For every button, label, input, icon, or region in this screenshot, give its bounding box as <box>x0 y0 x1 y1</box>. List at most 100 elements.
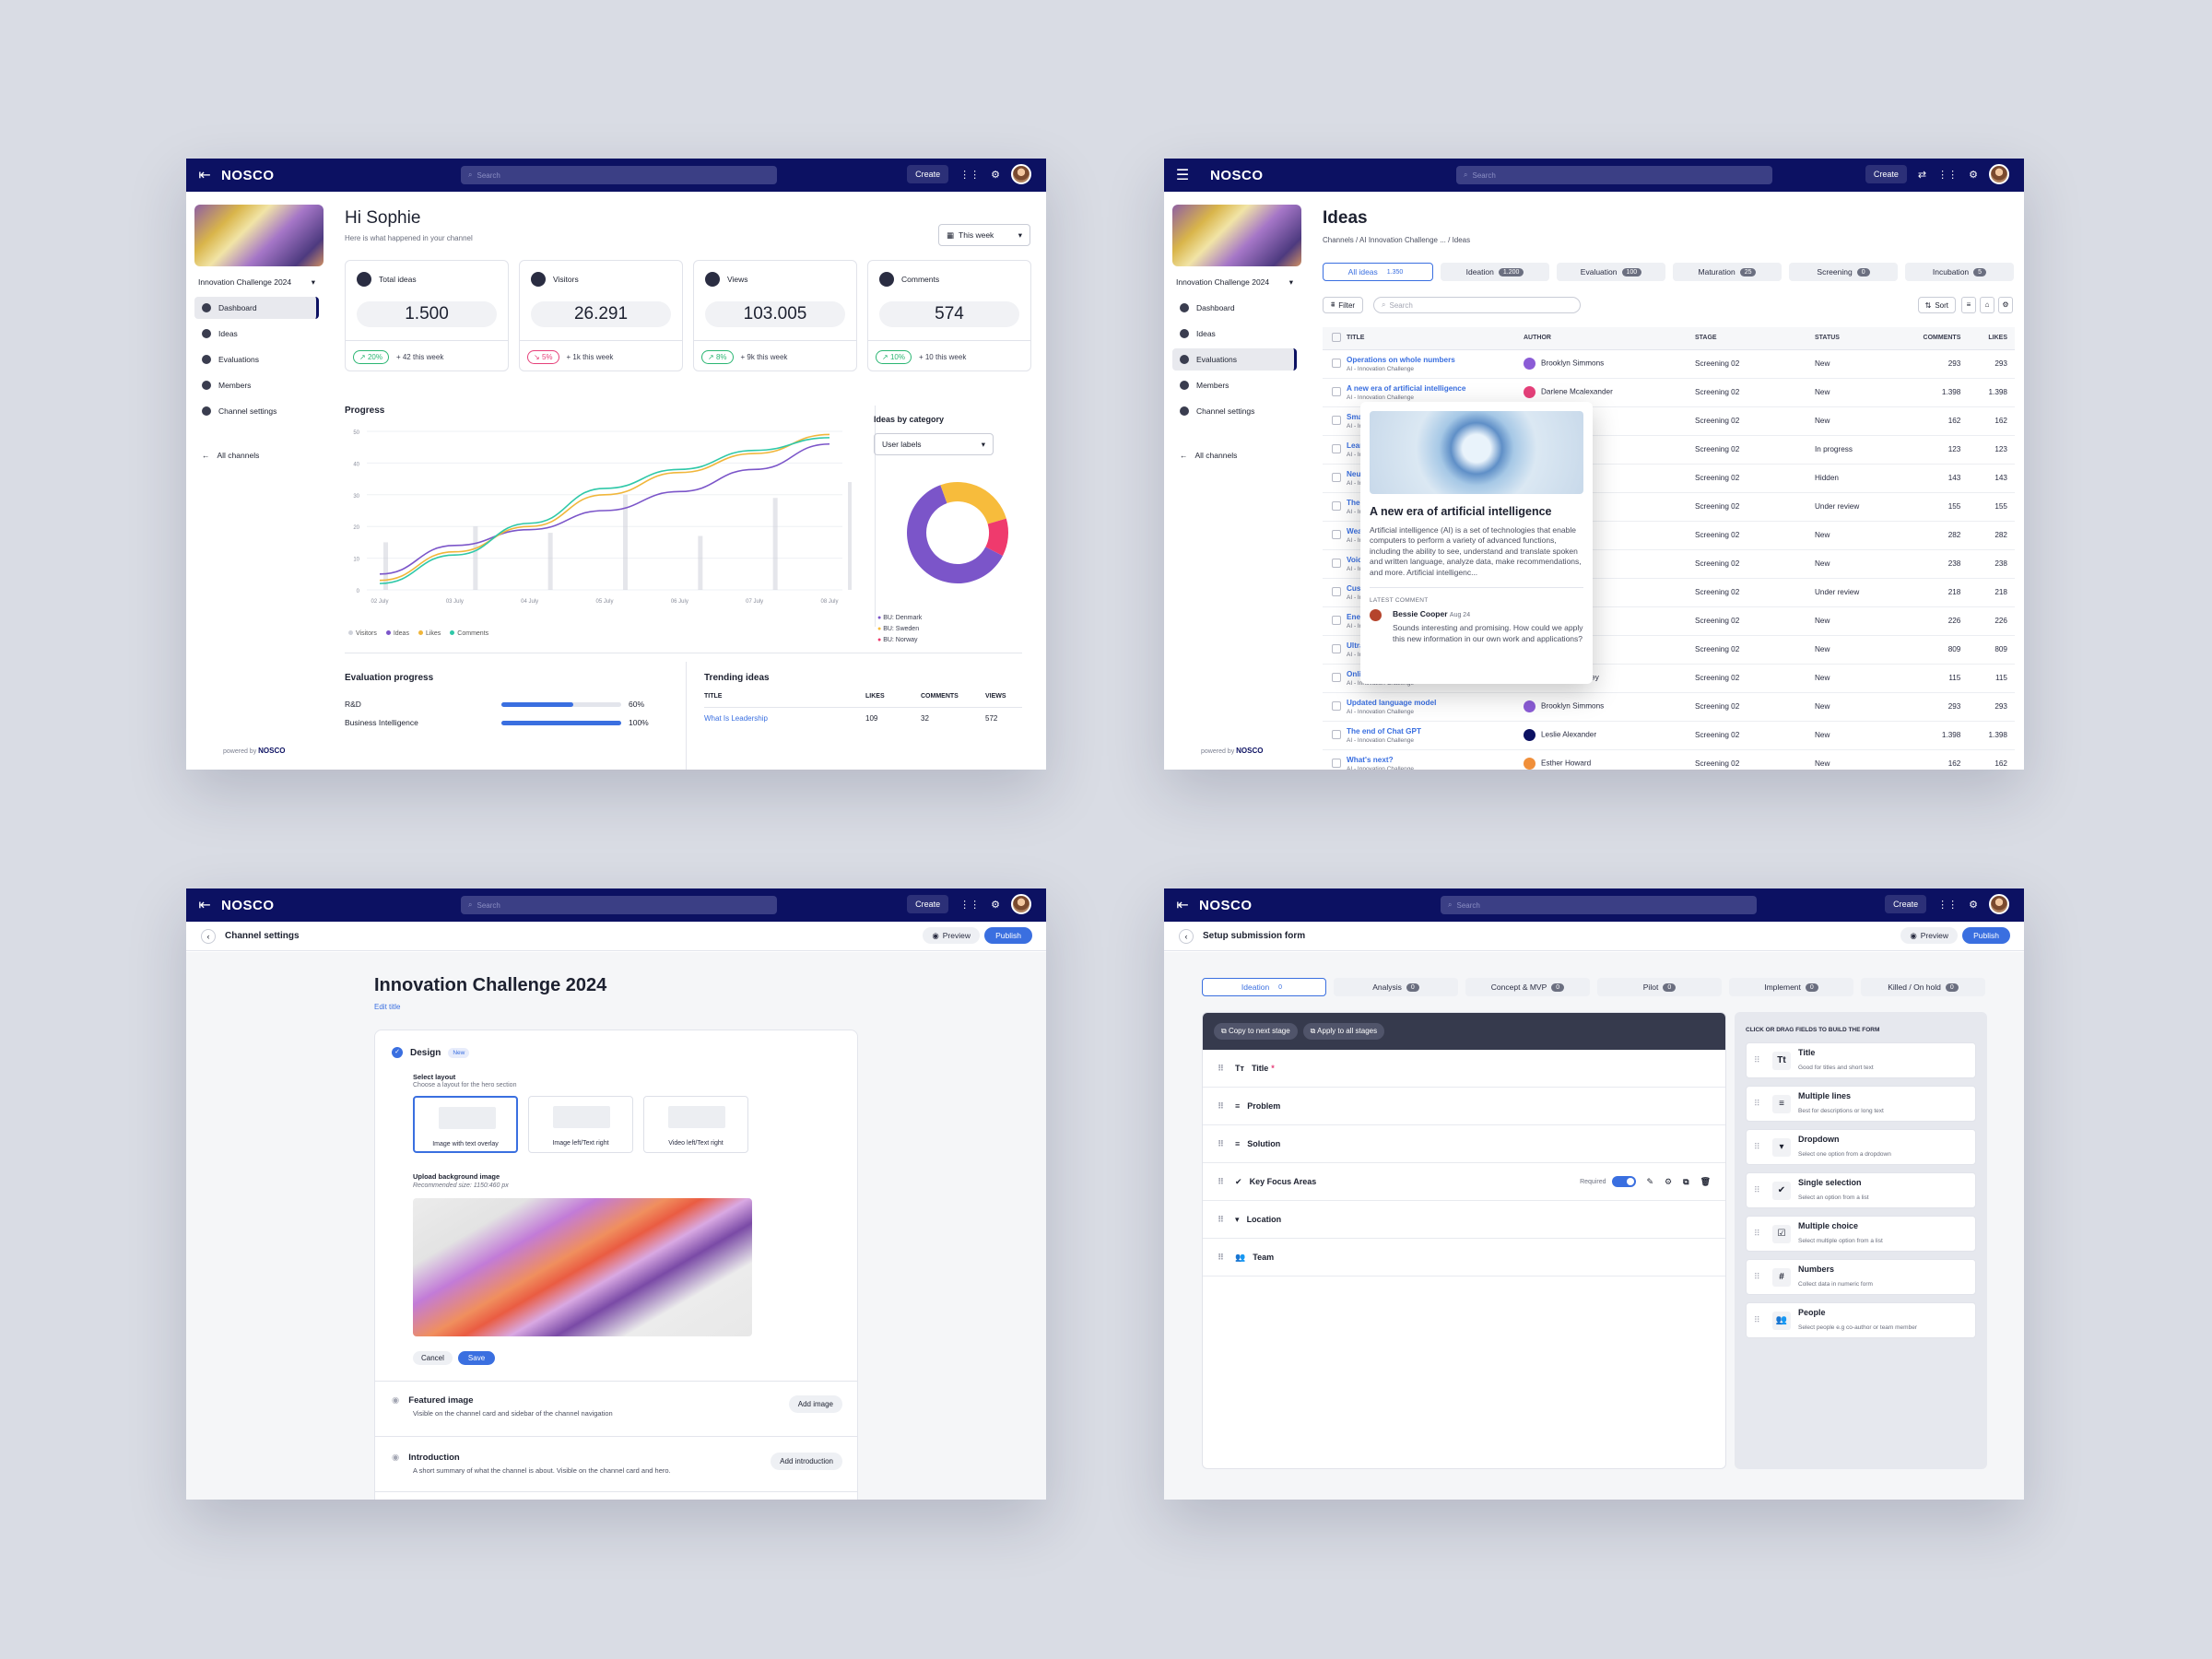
search-input[interactable]: ⌕ Search <box>461 166 777 184</box>
channel-selector[interactable]: Innovation Challenge 2024 ▾ <box>1176 277 1293 287</box>
palette-field-multiple-choice[interactable]: ⠿ ☑ Multiple choice Select multiple option … <box>1746 1216 1976 1252</box>
gear-icon[interactable]: ⚙ <box>1969 169 1978 181</box>
layout-image-text-overlay[interactable]: Image with text overlay <box>413 1096 518 1153</box>
col-title[interactable]: TITLE <box>1347 327 1524 350</box>
apps-grid-icon[interactable]: ⋮⋮ <box>959 899 981 911</box>
layout-video-left[interactable]: Video left/Text right <box>643 1096 748 1153</box>
row-checkbox[interactable] <box>1332 615 1341 625</box>
form-field-key-focus-areas[interactable]: ⠿ ✔ Key Focus Areas Required ✎ ⚙ ⧉ 🗑 <box>1203 1163 1725 1201</box>
row-checkbox[interactable] <box>1332 700 1341 711</box>
idea-title-link[interactable]: What's next? <box>1347 755 1394 764</box>
row-checkbox[interactable] <box>1332 729 1341 739</box>
gear-icon[interactable]: ⚙ <box>1969 899 1978 911</box>
row-checkbox[interactable] <box>1332 558 1341 568</box>
row-checkbox[interactable] <box>1332 672 1341 682</box>
search-input[interactable]: ⌕ Search <box>1441 896 1757 914</box>
sidebar-item-dashboard[interactable]: Dashboard <box>194 297 319 319</box>
drag-handle-icon[interactable]: ⠿ <box>1754 1229 1760 1238</box>
row-checkbox[interactable] <box>1332 586 1341 596</box>
sidebar-item-members[interactable]: Members <box>1172 374 1297 396</box>
list-view-icon[interactable]: ≡ <box>1961 297 1976 313</box>
drag-handle-icon[interactable]: ⠿ <box>1218 1252 1225 1262</box>
design-section-header[interactable]: ✓ Design New <box>392 1047 470 1058</box>
avatar[interactable] <box>1011 894 1031 914</box>
sidebar-item-members[interactable]: Members <box>194 374 319 396</box>
back-button[interactable]: ‹ <box>201 928 216 944</box>
tab-ideation[interactable]: Ideation 0 <box>1202 978 1326 996</box>
row-checkbox[interactable] <box>1332 472 1341 482</box>
search-input[interactable]: ⌕ Search <box>1456 166 1772 184</box>
back-button[interactable]: ‹ <box>1179 928 1194 944</box>
avatar[interactable] <box>1989 164 2009 184</box>
gear-icon[interactable]: ⚙ <box>1665 1176 1673 1186</box>
copy-next-stage-button[interactable]: ⧉ Copy to next stage <box>1214 1023 1298 1040</box>
drag-handle-icon[interactable]: ⠿ <box>1754 1272 1760 1281</box>
tab-maturation[interactable]: Maturation 25 <box>1673 263 1782 281</box>
trash-icon[interactable]: 🗑 <box>1700 1176 1711 1186</box>
avatar[interactable] <box>1011 164 1031 184</box>
copy-icon[interactable]: ⧉ <box>1683 1176 1689 1186</box>
all-channels-link[interactable]: ← All channels <box>202 451 260 460</box>
idea-preview-title[interactable]: A new era of artificial intelligence <box>1370 505 1552 518</box>
table-row[interactable]: What's next? AI - Innovation Challenge Es… <box>1323 749 2015 770</box>
form-field-solution[interactable]: ⠿ ≡ Solution <box>1203 1125 1725 1163</box>
drag-handle-icon[interactable]: ⠿ <box>1218 1063 1225 1073</box>
home-icon[interactable]: ⌂ <box>1980 297 1994 313</box>
row-checkbox[interactable] <box>1332 358 1341 368</box>
search-input[interactable]: ⌕ Search <box>461 896 777 914</box>
sidebar-item-evaluations[interactable]: Evaluations <box>1172 348 1297 371</box>
sort-button[interactable]: ⇅ Sort <box>1917 297 1956 313</box>
drag-handle-icon[interactable]: ⠿ <box>1754 1142 1760 1151</box>
preview-button[interactable]: ◉ Preview <box>923 927 980 944</box>
swap-icon[interactable]: ⇄ <box>1917 169 1927 181</box>
gear-icon[interactable]: ⚙ <box>991 899 1000 911</box>
tab-ideation[interactable]: Ideation 1.200 <box>1441 263 1549 281</box>
publish-button[interactable]: Publish <box>1962 927 2010 944</box>
layout-image-left[interactable]: Image left/Text right <box>528 1096 633 1153</box>
col-author[interactable]: AUTHOR <box>1524 327 1695 350</box>
row-checkbox[interactable] <box>1332 415 1341 425</box>
cancel-button[interactable]: Cancel <box>413 1351 453 1365</box>
channel-selector[interactable]: Innovation Challenge 2024 ▾ <box>198 277 315 287</box>
row-checkbox[interactable] <box>1332 386 1341 396</box>
select-all-checkbox[interactable] <box>1332 332 1341 342</box>
sidebar-item-channel-settings[interactable]: Channel settings <box>1172 400 1297 422</box>
tab-killed-on-hold[interactable]: Killed / On hold 0 <box>1861 978 1985 996</box>
exit-icon[interactable]: ⇤ <box>198 898 211 913</box>
palette-field-multiple-lines[interactable]: ⠿ ≡ Multiple lines Best for descriptions or… <box>1746 1086 1976 1122</box>
tab-analysis[interactable]: Analysis 0 <box>1334 978 1458 996</box>
form-field-problem[interactable]: ⠿ ≡ Problem <box>1203 1088 1725 1125</box>
col-stage[interactable]: STAGE <box>1695 327 1815 350</box>
required-toggle[interactable] <box>1611 1176 1636 1187</box>
drag-handle-icon[interactable]: ⠿ <box>1754 1185 1760 1194</box>
row-checkbox[interactable] <box>1332 500 1341 511</box>
apps-grid-icon[interactable]: ⋮⋮ <box>1937 899 1959 911</box>
idea-title-link[interactable]: The end of Chat GPT <box>1347 726 1421 735</box>
add-introduction-button[interactable]: Add introduction <box>771 1453 842 1470</box>
sidebar-item-ideas[interactable]: Ideas <box>194 323 319 345</box>
exit-icon[interactable]: ⇤ <box>1176 898 1189 913</box>
sidebar-item-dashboard[interactable]: Dashboard <box>1172 297 1297 319</box>
preview-button[interactable]: ◉ Preview <box>1900 927 1958 944</box>
create-button[interactable]: Create <box>1885 895 1927 913</box>
idea-title-link[interactable]: Operations on whole numbers <box>1347 355 1455 364</box>
apply-all-stages-button[interactable]: ⧉ Apply to all stages <box>1302 1023 1385 1040</box>
create-button[interactable]: Create <box>907 895 949 913</box>
form-field-location[interactable]: ⠿ ▾ Location <box>1203 1201 1725 1239</box>
category-select[interactable]: User labels ▾ <box>874 433 994 455</box>
tab-screening[interactable]: Screening 0 <box>1789 263 1898 281</box>
apps-grid-icon[interactable]: ⋮⋮ <box>959 169 981 181</box>
tab-incubation[interactable]: Incubation 5 <box>1905 263 2014 281</box>
drag-handle-icon[interactable]: ⠿ <box>1754 1315 1760 1324</box>
create-button[interactable]: Create <box>907 165 949 183</box>
tab-implement[interactable]: Implement 0 <box>1729 978 1853 996</box>
tab-evaluation[interactable]: Evaluation 100 <box>1557 263 1665 281</box>
table-row[interactable]: Updated language model AI - Innovation Ch… <box>1323 692 2015 722</box>
row-checkbox[interactable] <box>1332 643 1341 653</box>
palette-field-dropdown[interactable]: ⠿ ▾ Dropdown Select one option from a dropd… <box>1746 1129 1976 1165</box>
sidebar-item-evaluations[interactable]: Evaluations <box>194 348 319 371</box>
row-checkbox[interactable] <box>1332 529 1341 539</box>
ideas-search-input[interactable]: ⌕ Search <box>1373 297 1581 313</box>
palette-field-people[interactable]: ⠿ 👥 People Select people e.g co-author or t… <box>1746 1302 1976 1338</box>
row-checkbox[interactable] <box>1332 758 1341 768</box>
